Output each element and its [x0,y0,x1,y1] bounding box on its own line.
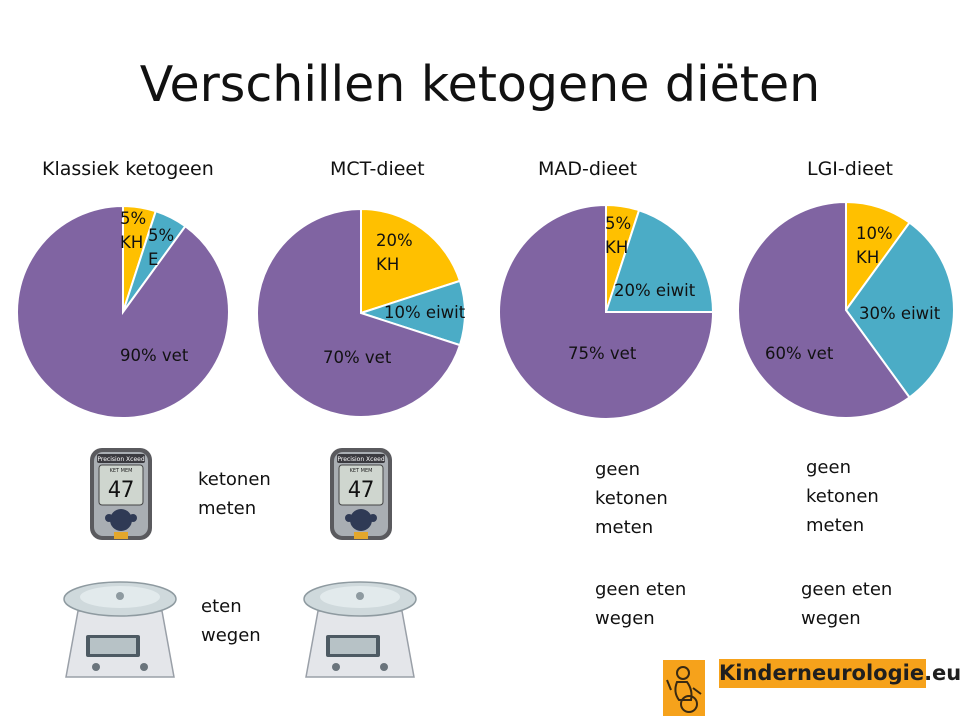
slice-label-vet: 70% vet [323,348,392,367]
meter-screen-text: KET MEM [110,468,133,474]
pie-slice-eiwit [604,208,715,313]
meter-brand: Precision Xceed [337,456,384,463]
meter-screen-text: KET MEM [350,468,373,474]
slice-label-kh: 5% KH [605,214,631,257]
pie-slice-vet [737,200,911,419]
slice-label-eiwit: 30% eiwit [859,304,941,323]
meter-reading: 47 [348,478,375,503]
slice-label-eiwit: 10% eiwit [384,303,466,322]
chart-title-lgi: LGI-dieet [807,158,893,180]
note-eten-wegen: eten wegen [201,596,261,646]
pie-slice-kh [360,207,462,315]
chart-title-mad: MAD-dieet [538,158,638,180]
logo-banner: Kinderneurologie.eu [719,659,960,688]
kitchen-scale-image-mct [303,581,417,678]
slice-label-vet: 75% vet [568,344,637,363]
note-mad-geen-ketonen: geen ketonen meten [595,459,668,538]
pie-slice-vet [16,204,230,419]
pie-slice-eiwit [844,221,955,399]
meter-brand: Precision Xceed [97,456,144,463]
pie-slice-vet [498,203,715,420]
pie-slice-vet [256,207,462,418]
slice-label-kh: 5% KH [120,209,146,252]
ketone-meter-image-mct: Precision Xceed KET MEM 47 [330,448,392,540]
ketone-meter-image: Precision Xceed KET MEM 47 [90,448,152,540]
slide-title: Verschillen ketogene diëten [139,56,821,113]
slice-label-vet: 90% vet [120,346,189,365]
kitchen-scale-image [63,581,177,678]
slice-label-vet: 60% vet [765,344,834,363]
note-mad-geen-wegen: geen eten wegen [595,579,687,629]
chart-title-mct: MCT-dieet [330,158,425,180]
slice-label-eiwit: 5% E [148,226,174,269]
logo-figure-icon [663,660,705,716]
slice-label-kh: 10% KH [856,224,893,267]
note-ketonen-meten: ketonen meten [198,469,271,519]
meter-reading: 47 [108,478,135,503]
chart-title-klassiek: Klassiek ketogeen [42,158,214,180]
slice-label-kh: 20% KH [376,231,413,274]
note-lgi-geen-wegen: geen eten wegen [801,579,893,629]
slice-label-eiwit: 20% eiwit [614,281,696,300]
note-lgi-geen-ketonen: geen ketonen meten [806,457,879,536]
